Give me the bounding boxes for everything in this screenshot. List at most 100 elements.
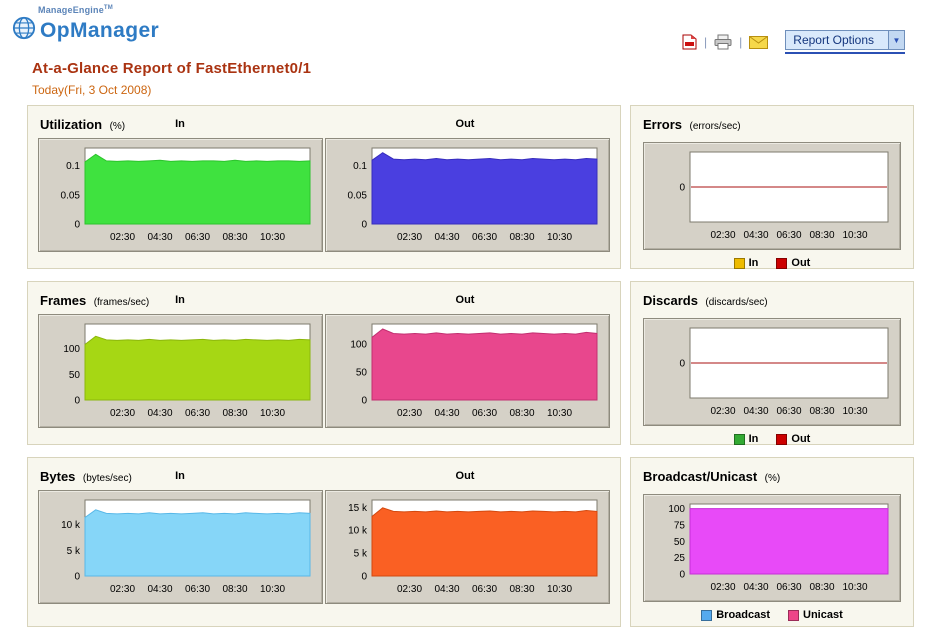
opmanager-logo: ManageEngineTM OpManager — [12, 5, 159, 45]
svg-text:10:30: 10:30 — [260, 584, 285, 595]
report-grid: Utilization (%) In Out 0.1 0.05 0 02:30 04:3… — [27, 105, 914, 627]
svg-text:04:30: 04:30 — [147, 408, 172, 419]
svg-text:08:30: 08:30 — [222, 584, 247, 595]
legend-swatch-in — [733, 257, 745, 269]
charts-row: 0 02:30 04:30 06:30 08:30 10:30 — [631, 318, 913, 426]
report-options-select[interactable]: Report Options ▼ — [785, 30, 905, 50]
panel-unit: (%) — [764, 473, 781, 484]
panel-unit: (bytes/sec) — [82, 473, 132, 484]
errors-legend: In Out — [631, 257, 913, 269]
svg-text:50: 50 — [69, 370, 81, 381]
app-header: ManageEngineTM OpManager | — [0, 0, 933, 58]
svg-text:02:30: 02:30 — [397, 408, 422, 419]
svg-text:50: 50 — [356, 368, 368, 379]
legend-swatch-out — [776, 257, 788, 269]
series-out-label: Out — [455, 470, 475, 482]
utilization-out-chart: 0.1 0.05 0 02:30 04:30 06:30 08:30 10:30 — [325, 138, 610, 252]
panel-header: Discards (discards/sec) — [631, 282, 913, 314]
bytes-out-chart: 15 k 10 k 5 k 0 02:30 04:30 06:30 08:30 10:30 — [325, 490, 610, 604]
discards-chart: 0 02:30 04:30 06:30 08:30 10:30 — [643, 318, 901, 426]
pdf-export-icon[interactable] — [682, 34, 697, 50]
dropdown-arrow-icon: ▼ — [888, 31, 904, 49]
svg-text:02:30: 02:30 — [110, 408, 135, 419]
panel-discards: Discards (discards/sec) 0 02:30 04:30 06:30… — [630, 281, 914, 445]
svg-text:08:30: 08:30 — [509, 232, 534, 243]
charts-row: 0 02:30 04:30 06:30 08:30 10:30 — [631, 142, 913, 250]
manageengine-label: ManageEngineTM — [38, 5, 159, 15]
brand-company-text: ManageEngine — [38, 5, 104, 15]
utilization-in-chart: 0.1 0.05 0 02:30 04:30 06:30 08:30 10:30 — [38, 138, 323, 252]
svg-text:02:30: 02:30 — [397, 232, 422, 243]
svg-text:04:30: 04:30 — [147, 232, 172, 243]
chart-canvas: 100 50 0 02:30 04:30 06:30 08:30 10:30 — [350, 323, 598, 419]
panel-unit: (frames/sec) — [93, 297, 150, 308]
svg-text:04:30: 04:30 — [434, 408, 459, 419]
svg-text:10:30: 10:30 — [547, 232, 572, 243]
panel-title: Bytes — [40, 469, 76, 484]
svg-text:0.05: 0.05 — [61, 190, 81, 201]
panel-bytes: Bytes (bytes/sec) In Out 10 k 5 k 0 02:30 04… — [27, 457, 621, 627]
series-in-label: In — [175, 118, 185, 130]
page-title: At-a-Glance Report of FastEthernet0/1 — [32, 60, 312, 77]
svg-text:0: 0 — [361, 396, 367, 407]
charts-row: 100 50 0 02:30 04:30 06:30 08:30 10:30 100 50 0 02… — [28, 314, 620, 428]
svg-text:06:30: 06:30 — [776, 230, 801, 241]
series-out-label: Out — [455, 294, 475, 306]
report-heading: At-a-Glance Report of FastEthernet0/1 To… — [32, 60, 933, 97]
svg-text:04:30: 04:30 — [434, 584, 459, 595]
panel-header: Broadcast/Unicast (%) — [631, 458, 913, 490]
chart-canvas: 10 k 5 k 0 02:30 04:30 06:30 08:30 10:30 — [61, 499, 311, 595]
email-icon[interactable] — [749, 35, 769, 49]
series-in-label: In — [175, 470, 185, 482]
toolbar-separator: | — [739, 35, 743, 49]
svg-text:06:30: 06:30 — [472, 408, 497, 419]
svg-text:06:30: 06:30 — [185, 232, 210, 243]
legend-label-broadcast: Broadcast — [716, 609, 771, 621]
print-icon[interactable] — [714, 34, 732, 50]
svg-text:5 k: 5 k — [354, 549, 368, 560]
svg-text:10:30: 10:30 — [547, 584, 572, 595]
legend-item-in: In — [733, 433, 759, 445]
charts-row: 0.1 0.05 0 02:30 04:30 06:30 08:30 10:30 0.1 0.0… — [28, 138, 620, 252]
svg-text:0.1: 0.1 — [66, 161, 80, 172]
report-row-2: Frames (frames/sec) In Out 100 50 0 02:30 04… — [27, 281, 914, 445]
report-options-wrapper: Report Options ▼ — [785, 30, 905, 54]
svg-text:50: 50 — [674, 537, 686, 548]
svg-text:06:30: 06:30 — [185, 408, 210, 419]
legend-item-out: Out — [776, 433, 810, 445]
panel-title: Errors — [643, 117, 683, 132]
svg-text:10:30: 10:30 — [260, 232, 285, 243]
panel-title: Utilization — [40, 117, 103, 132]
chart-canvas: 15 k 10 k 5 k 0 02:30 04:30 06:30 08:30 10:30 — [348, 499, 598, 595]
panel-header: Errors (errors/sec) — [631, 106, 913, 138]
legend-label-in: In — [748, 433, 759, 445]
svg-text:10 k: 10 k — [348, 526, 368, 537]
svg-text:0: 0 — [74, 572, 80, 583]
svg-text:0: 0 — [361, 572, 367, 583]
report-row-1: Utilization (%) In Out 0.1 0.05 0 02:30 04:3… — [27, 105, 914, 269]
svg-text:02:30: 02:30 — [397, 584, 422, 595]
panel-header: Utilization (%) — [28, 106, 620, 138]
svg-text:10:30: 10:30 — [842, 230, 867, 241]
svg-text:0.1: 0.1 — [353, 161, 367, 172]
globe-logo-icon — [12, 16, 36, 45]
svg-text:08:30: 08:30 — [809, 230, 834, 241]
svg-text:08:30: 08:30 — [222, 408, 247, 419]
legend-swatch-in — [733, 433, 745, 445]
chart-canvas: 100 50 0 02:30 04:30 06:30 08:30 10:30 — [63, 323, 311, 419]
svg-text:04:30: 04:30 — [434, 232, 459, 243]
panel-header: Frames (frames/sec) — [28, 282, 620, 314]
svg-text:25: 25 — [674, 553, 686, 564]
series-in-label: In — [175, 294, 185, 306]
svg-text:0: 0 — [74, 220, 80, 231]
panel-utilization: Utilization (%) In Out 0.1 0.05 0 02:30 04:3… — [27, 105, 621, 269]
svg-text:06:30: 06:30 — [472, 232, 497, 243]
svg-text:10 k: 10 k — [61, 520, 81, 531]
legend-swatch-out — [776, 433, 788, 445]
product-name: OpManager — [40, 18, 160, 42]
svg-text:04:30: 04:30 — [147, 584, 172, 595]
legend-item-out: Out — [776, 257, 810, 269]
svg-text:0: 0 — [679, 570, 685, 581]
frames-in-chart: 100 50 0 02:30 04:30 06:30 08:30 10:30 — [38, 314, 323, 428]
svg-text:100: 100 — [63, 344, 80, 355]
